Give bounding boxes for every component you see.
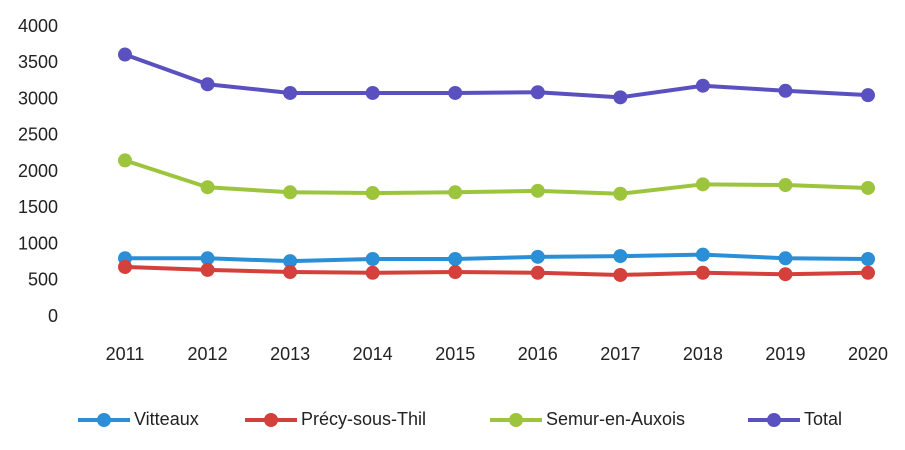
series-line <box>124 158 869 196</box>
point <box>778 251 793 266</box>
point <box>530 249 545 264</box>
point <box>861 88 875 103</box>
x-tick-label: 2013 <box>270 344 310 364</box>
point <box>448 185 463 200</box>
point <box>200 180 215 195</box>
point <box>695 265 710 280</box>
point <box>200 262 215 277</box>
legend-marker <box>97 413 111 427</box>
legend-label: Précy-sous-Thil <box>301 409 426 429</box>
legend-label: Vitteaux <box>134 409 199 429</box>
series-line <box>124 264 869 277</box>
series-line <box>124 52 869 100</box>
x-tick-label: 2014 <box>353 344 393 364</box>
legend-marker <box>509 413 523 427</box>
legend-label: Semur-en-Auxois <box>546 409 685 429</box>
point <box>861 252 875 266</box>
point <box>613 186 628 201</box>
x-tick-label: 2011 <box>106 344 145 364</box>
point <box>365 252 380 266</box>
point <box>118 47 132 62</box>
point <box>448 265 463 280</box>
point <box>200 251 215 266</box>
point <box>778 267 793 282</box>
point <box>530 265 545 280</box>
point <box>613 249 628 264</box>
point <box>283 254 298 269</box>
point <box>283 185 298 200</box>
point <box>530 183 545 198</box>
y-tick-label: 2500 <box>18 125 58 145</box>
point <box>365 85 380 100</box>
point <box>365 265 380 280</box>
point <box>530 85 545 100</box>
point <box>613 267 628 282</box>
point <box>118 153 132 168</box>
point <box>778 83 793 98</box>
x-tick-label: 2015 <box>435 344 475 364</box>
x-tick-label: 2018 <box>683 344 723 364</box>
point <box>283 85 298 100</box>
point <box>365 186 380 201</box>
series-line <box>125 252 869 264</box>
x-tick-label: 2016 <box>518 344 558 364</box>
legend-marker <box>264 413 278 427</box>
point <box>283 265 298 280</box>
y-tick-label: 1000 <box>18 233 58 253</box>
y-tick-label: 3000 <box>18 88 58 108</box>
y-tick-label: 0 <box>48 306 58 326</box>
legend-label: Total <box>804 409 842 429</box>
point <box>200 77 215 92</box>
point <box>695 177 710 192</box>
point <box>695 78 710 93</box>
x-tick-label: 2017 <box>600 344 640 364</box>
point <box>118 259 132 274</box>
point <box>448 252 463 266</box>
point <box>695 247 710 262</box>
y-tick-label: 3500 <box>18 52 58 72</box>
y-tick-label: 500 <box>28 270 58 290</box>
x-tick-label: 2019 <box>765 344 805 364</box>
x-tick-label: 2012 <box>188 344 228 364</box>
y-tick-label: 2000 <box>18 161 58 181</box>
point <box>448 85 463 100</box>
y-tick-label: 4000 <box>18 16 58 36</box>
point <box>861 265 875 280</box>
point <box>613 90 628 105</box>
point <box>861 180 875 195</box>
point <box>778 178 793 193</box>
legend-marker <box>767 413 781 427</box>
x-tick-label: 2020 <box>848 344 888 364</box>
y-tick-label: 1500 <box>18 197 58 217</box>
